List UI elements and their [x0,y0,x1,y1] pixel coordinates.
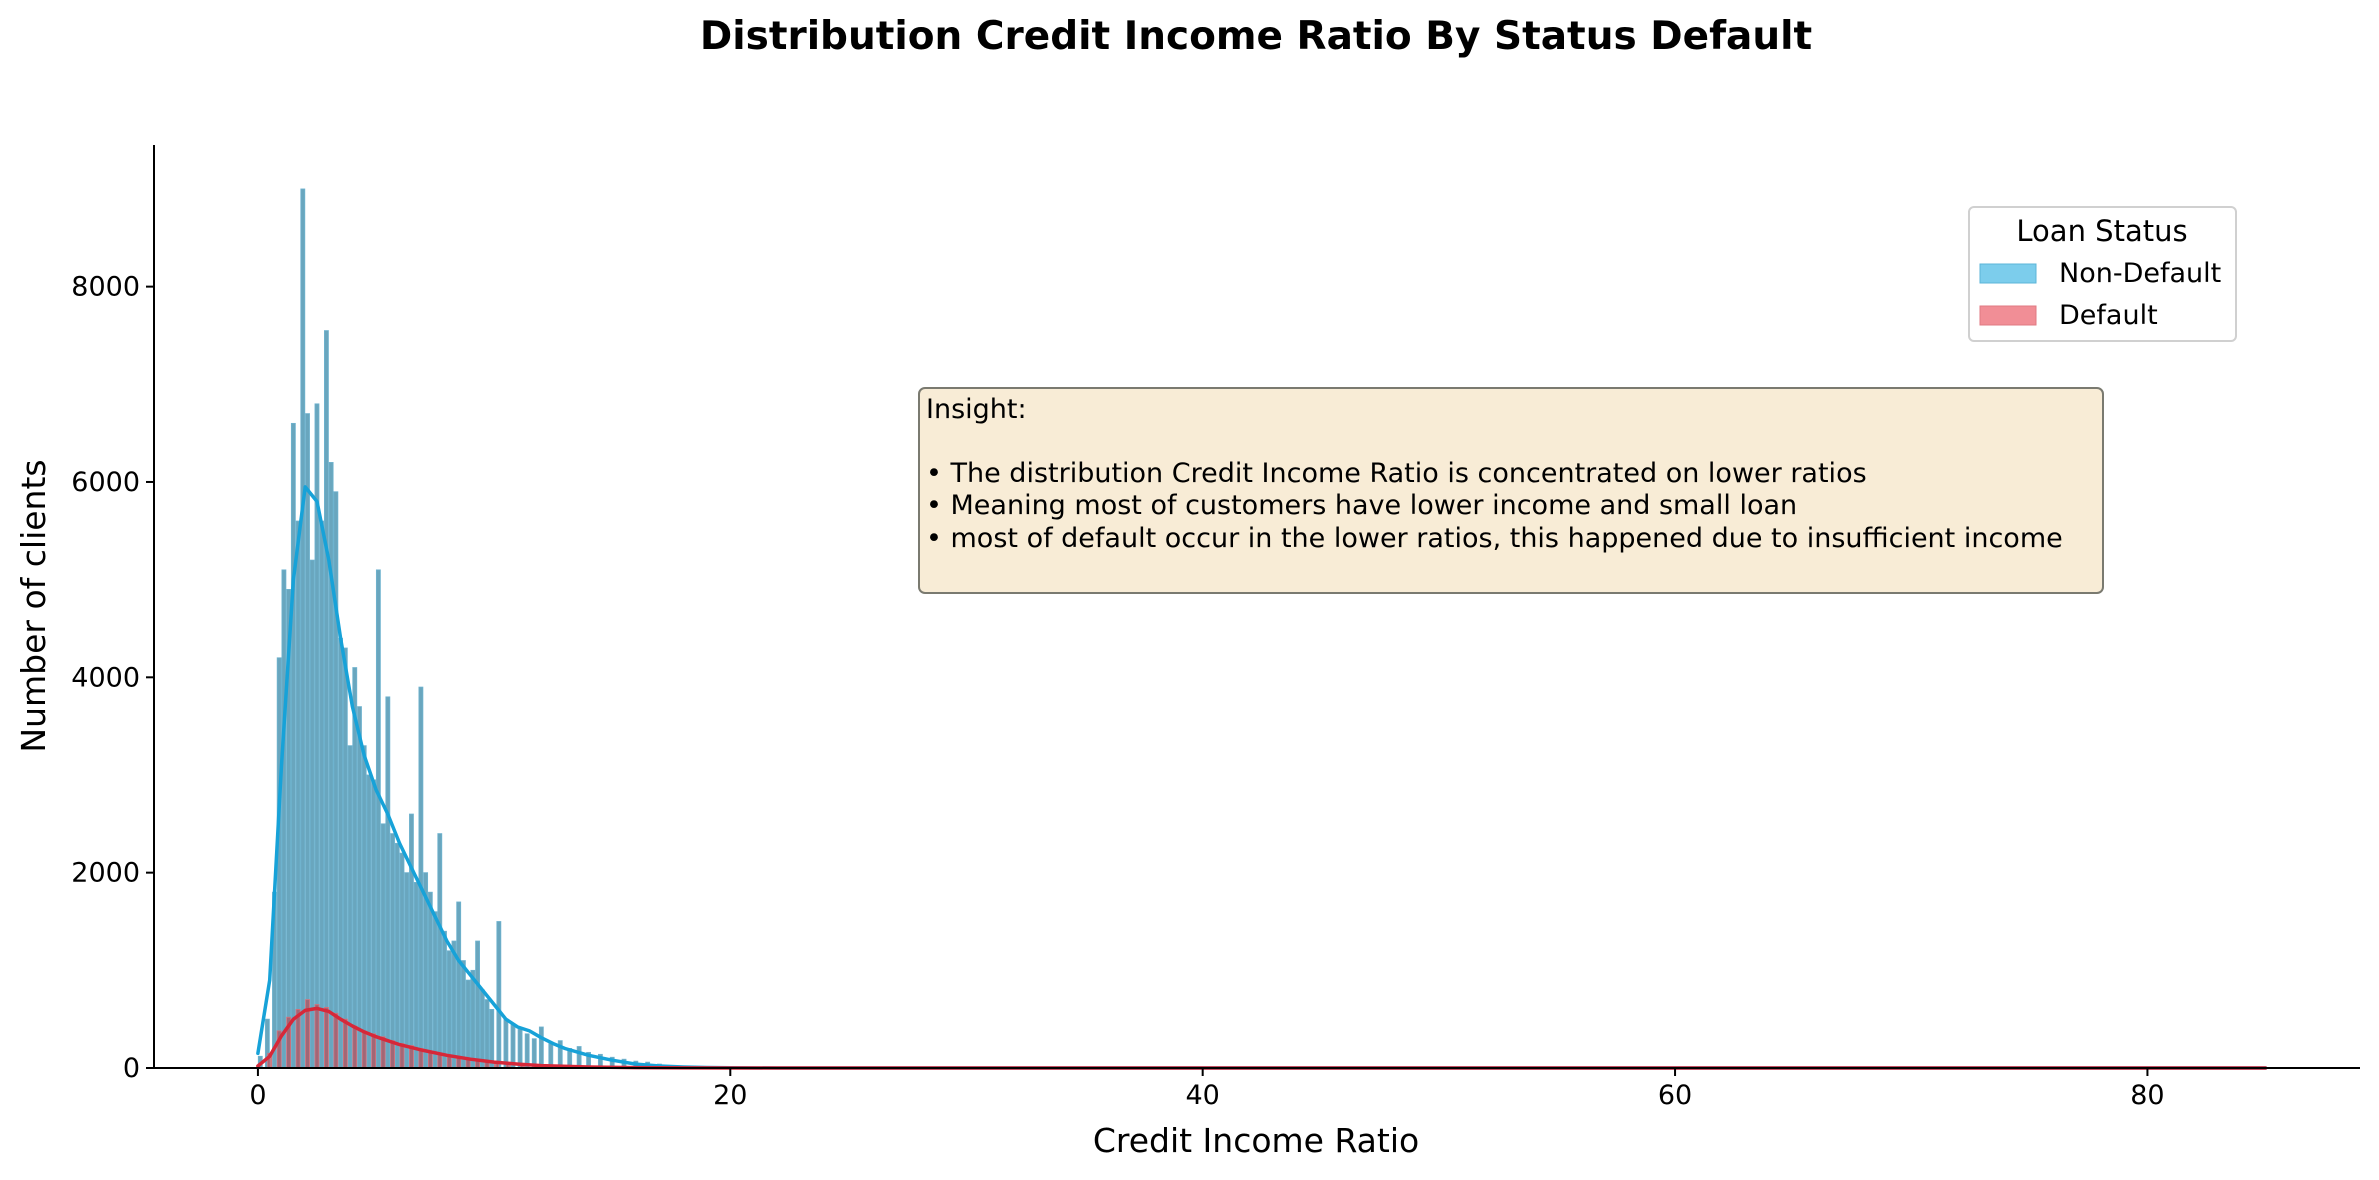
histogram-bar [465,979,471,1069]
y-tick-label: 0 [123,1053,140,1084]
insight-line-2: • Meaning most of customers have lower i… [926,490,1797,521]
legend-label-default: Default [2059,300,2158,331]
histogram-bar [333,1012,339,1069]
histogram-bar [328,462,334,1069]
histogram-bar [437,833,443,1069]
histogram-bar [394,842,400,1069]
histogram-bar [418,686,424,1069]
legend: Loan Status Non-Default Default [1968,206,2237,342]
x-axis-label: Credit Income Ratio [1093,1121,1419,1160]
histogram-bar [517,1028,523,1069]
histogram-bar [342,647,348,1069]
histogram-bar [432,911,438,1069]
histogram-bar [510,1023,516,1069]
histogram-bar [333,491,339,1069]
chart-title: Distribution Credit Income Ratio By Stat… [700,14,1812,59]
histogram-bar [427,891,433,1069]
histogram-bar [319,520,325,1069]
histogram-bar [390,1040,395,1069]
histogram-bar [366,774,372,1069]
x-tick-label: 60 [1658,1080,1692,1111]
histogram-bar [324,1007,329,1069]
insight-title: Insight: [926,394,1027,425]
histogram-bar [385,696,391,1069]
histogram-bar [371,1033,377,1069]
legend-label-non-default: Non-Default [2059,258,2221,289]
histogram-bar [390,833,395,1069]
insight-line-3: • most of default occur in the lower rat… [926,523,2063,554]
histogram-non-default [257,188,710,1069]
y-axis-ticks: 0 2000 4000 6000 8000 [71,272,154,1084]
histogram-bar [484,999,490,1069]
histogram-bar [404,872,410,1069]
histogram-bar [314,1004,320,1069]
x-tick-label: 20 [713,1080,747,1111]
histogram-bar [371,779,377,1069]
y-tick-label: 6000 [71,467,140,498]
histogram-bar [489,1009,495,1069]
histogram-bar [503,1018,509,1069]
histogram-bar [456,901,462,1069]
histogram-bar [338,637,343,1069]
histogram-bar [347,745,353,1069]
histogram-bar [342,1018,348,1069]
histogram-bar [295,520,301,1069]
histogram-bar [324,330,329,1069]
histogram-bar [460,960,466,1069]
histogram-bar [496,921,502,1069]
histogram-bar [361,745,367,1069]
histogram-bar [290,422,296,1069]
x-tick-label: 80 [2130,1080,2164,1111]
histogram-bar [451,940,457,1069]
histogram-bar [538,1026,544,1069]
y-tick-label: 2000 [71,858,140,889]
histogram-bar [352,1025,358,1069]
x-tick-label: 40 [1185,1080,1219,1111]
histogram-bar [300,188,306,1069]
y-axis-label: Number of clients [14,459,53,752]
histogram-bar [375,569,381,1069]
histogram-bar [281,569,287,1069]
legend-swatch-default [1979,305,2037,326]
x-tick-label: 0 [249,1080,266,1111]
histogram-bar [305,413,310,1069]
histogram-bar [309,559,315,1069]
legend-title: Loan Status [2016,214,2187,248]
insight-line-1: • The distribution Credit Income Ratio i… [926,458,1867,489]
histogram-bar [479,989,485,1069]
insight-box: Insight: • The distribution Credit Incom… [918,387,2104,594]
histogram-bar [380,823,386,1069]
y-tick-label: 8000 [71,272,140,303]
histogram-bar [399,852,405,1069]
histogram-bar [409,813,414,1069]
histogram-bar [442,930,447,1069]
histogram-bar [475,940,480,1069]
histogram-bar [357,706,362,1069]
histogram-bar [446,950,452,1069]
y-tick-label: 4000 [71,662,140,693]
x-axis-ticks: 0 20 40 60 80 [249,1068,2165,1111]
histogram-bar [470,969,476,1069]
histogram-bar [413,882,419,1069]
legend-swatch-non-default [1979,263,2037,284]
histogram-bar [361,1030,367,1069]
histogram-bar [576,1046,582,1069]
